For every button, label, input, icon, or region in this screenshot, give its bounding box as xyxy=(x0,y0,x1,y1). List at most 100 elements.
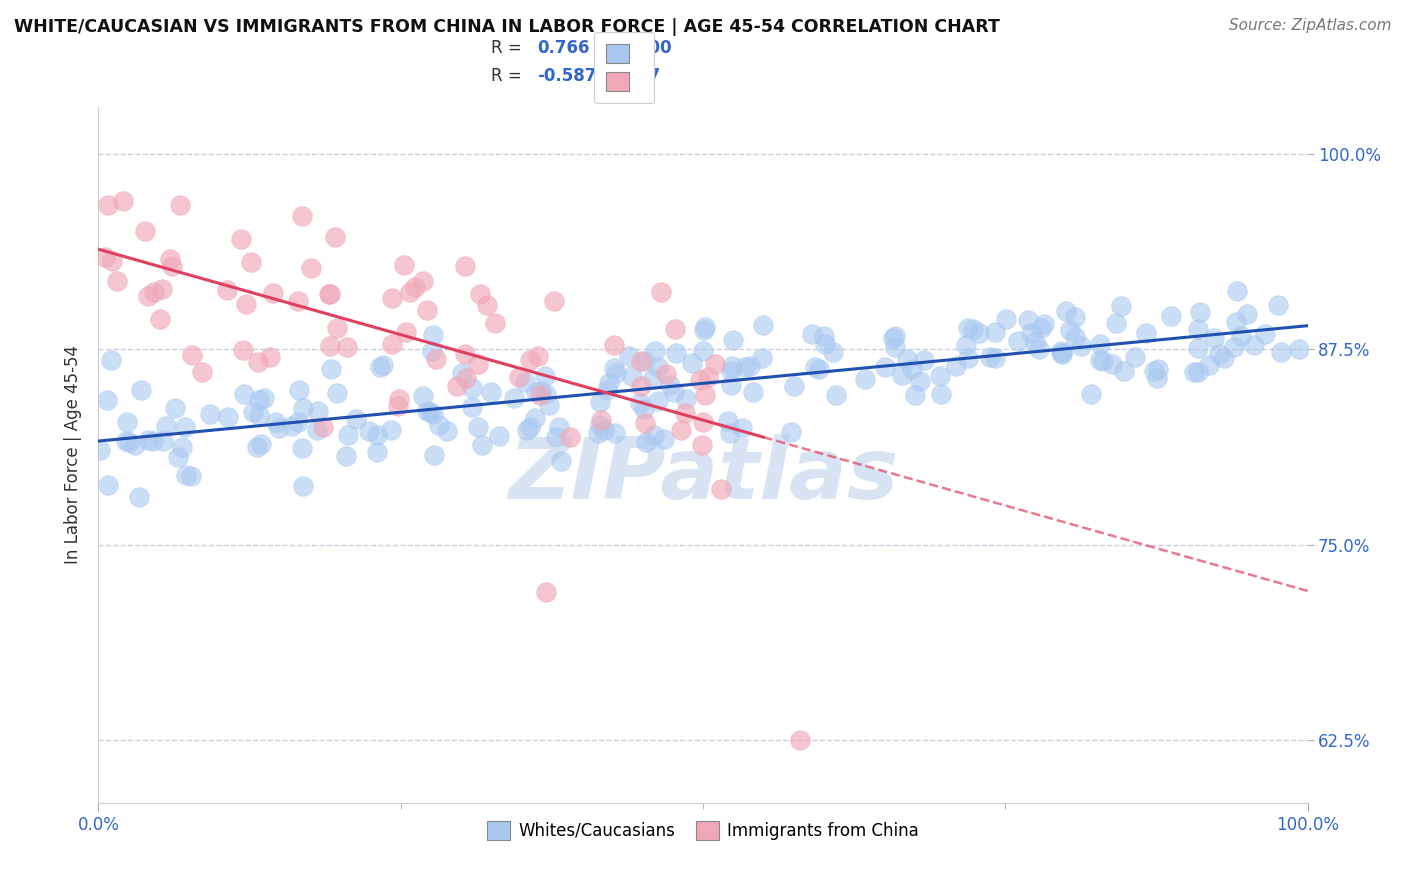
Point xyxy=(524,384,547,399)
Point xyxy=(550,454,572,468)
Point xyxy=(523,411,546,425)
Point xyxy=(693,388,716,402)
Point xyxy=(318,287,340,301)
Point xyxy=(412,274,434,288)
Point xyxy=(598,376,620,391)
Point xyxy=(1105,316,1128,330)
Point xyxy=(1225,315,1247,329)
Point xyxy=(307,404,329,418)
Point xyxy=(405,279,427,293)
Point xyxy=(957,351,980,365)
Point xyxy=(589,413,612,427)
Point xyxy=(634,354,657,368)
Point xyxy=(422,448,444,462)
Point xyxy=(641,372,664,386)
Point xyxy=(484,316,506,330)
Point xyxy=(190,365,212,379)
Text: 200: 200 xyxy=(638,39,672,57)
Point xyxy=(548,419,571,434)
Point xyxy=(530,384,553,398)
Point xyxy=(690,438,713,452)
Point xyxy=(955,337,977,351)
Point xyxy=(380,423,402,437)
Point xyxy=(751,351,773,365)
Point xyxy=(589,417,612,432)
Point xyxy=(387,399,409,413)
Point xyxy=(673,406,696,420)
Point xyxy=(665,346,688,360)
Point xyxy=(381,337,404,351)
Point xyxy=(159,252,181,266)
Point xyxy=(1184,365,1206,379)
Point xyxy=(319,339,342,353)
Point xyxy=(891,368,914,382)
Point xyxy=(412,389,434,403)
Point xyxy=(720,377,742,392)
Point xyxy=(882,330,904,344)
Text: ZIPatlas: ZIPatlas xyxy=(508,434,898,517)
Point xyxy=(908,374,931,388)
Point xyxy=(696,369,718,384)
Point xyxy=(1091,353,1114,368)
Point xyxy=(155,419,177,434)
Point xyxy=(537,398,560,412)
Point xyxy=(450,366,472,380)
Text: WHITE/CAUCASIAN VS IMMIGRANTS FROM CHINA IN LABOR FORCE | AGE 45-54 CORRELATION : WHITE/CAUCASIAN VS IMMIGRANTS FROM CHINA… xyxy=(14,18,1000,36)
Point xyxy=(326,321,349,335)
Point xyxy=(488,429,510,443)
Point xyxy=(419,405,441,419)
Point xyxy=(738,359,761,374)
Point xyxy=(1187,322,1209,336)
Point xyxy=(291,401,314,416)
Point xyxy=(305,424,328,438)
Point xyxy=(675,392,697,406)
Point xyxy=(242,405,264,419)
Point xyxy=(150,282,173,296)
Point xyxy=(253,391,276,405)
Point xyxy=(630,379,652,393)
Point xyxy=(422,407,444,421)
Point xyxy=(336,340,359,354)
Point xyxy=(1254,326,1277,341)
Point xyxy=(96,392,118,407)
Point xyxy=(664,322,686,336)
Point xyxy=(247,355,270,369)
Point xyxy=(143,285,166,299)
Point xyxy=(884,340,907,354)
Text: R =: R = xyxy=(492,67,522,85)
Point xyxy=(1146,370,1168,384)
Point xyxy=(180,469,202,483)
Point xyxy=(359,424,381,438)
Point xyxy=(1243,338,1265,352)
Point xyxy=(945,359,967,374)
Point xyxy=(1064,330,1087,344)
Point xyxy=(446,379,468,393)
Point xyxy=(1223,340,1246,354)
Point xyxy=(534,369,557,384)
Point xyxy=(381,292,404,306)
Point xyxy=(97,478,120,492)
Point xyxy=(167,450,190,464)
Point xyxy=(984,351,1007,365)
Point xyxy=(1267,298,1289,312)
Point xyxy=(368,360,391,375)
Point xyxy=(149,312,172,326)
Point xyxy=(994,311,1017,326)
Point xyxy=(292,479,315,493)
Point xyxy=(605,367,627,381)
Point xyxy=(479,385,502,400)
Point xyxy=(475,298,498,312)
Point xyxy=(603,338,626,352)
Point xyxy=(101,254,124,268)
Point xyxy=(650,285,672,299)
Point xyxy=(983,325,1005,339)
Point xyxy=(824,388,846,402)
Point xyxy=(630,353,652,368)
Point xyxy=(1230,329,1253,343)
Text: N =: N = xyxy=(600,39,631,57)
Legend: Whites/Caucasians, Immigrants from China: Whites/Caucasians, Immigrants from China xyxy=(481,814,925,847)
Point xyxy=(115,434,138,448)
Point xyxy=(813,336,835,351)
Point xyxy=(1080,387,1102,401)
Point xyxy=(536,386,558,401)
